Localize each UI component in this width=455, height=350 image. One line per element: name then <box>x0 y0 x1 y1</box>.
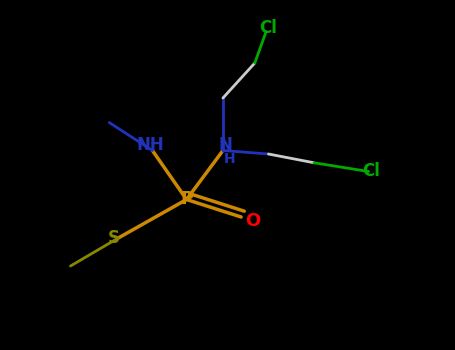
Text: O: O <box>245 211 260 230</box>
Text: H: H <box>224 152 236 166</box>
Text: N: N <box>218 136 232 154</box>
Text: Cl: Cl <box>362 162 380 181</box>
Text: P: P <box>180 190 193 209</box>
Text: NH: NH <box>136 136 164 154</box>
Text: S: S <box>108 229 120 247</box>
Text: Cl: Cl <box>259 19 278 37</box>
